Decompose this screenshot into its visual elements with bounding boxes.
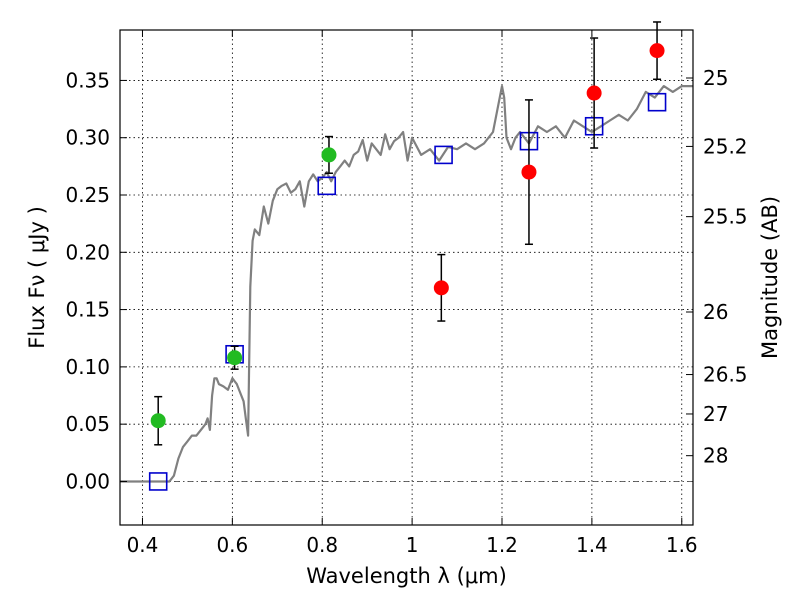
magnitude-tick-label: 25 [703, 66, 728, 90]
x-tick-label: 1 [406, 533, 419, 557]
model-flux-square [647, 92, 667, 112]
x-axis-ticks: 0.4 0.6 0.8 1 1.2 1.4 1.6 [127, 30, 698, 557]
x-tick-label: 0.6 [216, 533, 248, 557]
observed-flux-point [150, 413, 166, 429]
observed-flux-point [649, 43, 665, 59]
model-spectrum-line [120, 85, 693, 483]
model-flux-square [148, 472, 168, 491]
y-tick-label: 0.30 [65, 126, 110, 150]
observed-flux-point [521, 164, 537, 180]
x-tick-label: 1.2 [486, 533, 518, 557]
y-tick-label: 0.20 [65, 240, 110, 264]
y-tick-label: 0.05 [65, 412, 110, 436]
x-axis-label: Wavelength λ (μm) [306, 564, 507, 588]
x-tick-label: 1.4 [576, 533, 608, 557]
observed-flux-point [321, 147, 337, 163]
x-tick-label: 0.8 [306, 533, 338, 557]
y-tick-label: 0.35 [65, 68, 110, 92]
x-tick-label: 0.4 [127, 533, 159, 557]
plot-frame [119, 29, 694, 526]
model-flux-square [434, 145, 453, 165]
y-tick-label: 0.10 [65, 355, 110, 379]
magnitude-axis-label: Magnitude (AB) [758, 196, 782, 359]
y-axis-ticks: 0.00 0.05 0.10 0.15 0.20 0.25 0.30 0.35 [65, 68, 127, 493]
observed-flux-point [586, 85, 602, 101]
observed-flux-point [227, 350, 243, 366]
model-flux-square [317, 176, 337, 196]
observed-flux-point [433, 280, 449, 296]
magnitude-tick-label: 28 [703, 444, 728, 468]
magnitude-axis-ticks: 25 25.2 25.5 26 26.5 27 28 [686, 66, 748, 468]
model-spectrum [120, 85, 693, 483]
magnitude-tick-label: 26 [703, 300, 728, 324]
y-tick-label: 0.25 [65, 183, 110, 207]
observed-photometry-points [150, 21, 665, 446]
model-photometry-points [148, 92, 667, 491]
magnitude-tick-label: 26.5 [703, 363, 748, 387]
magnitude-tick-label: 25.2 [703, 134, 748, 158]
magnitude-tick-label: 27 [703, 402, 728, 426]
grid-lines [120, 30, 693, 525]
magnitude-tick-label: 25.5 [703, 205, 748, 229]
y-tick-label: 0.00 [65, 469, 110, 493]
y-axis-label: Flux Fν ( μJy ) [25, 206, 49, 349]
y-tick-label: 0.15 [65, 298, 110, 322]
x-tick-label: 1.6 [666, 533, 698, 557]
